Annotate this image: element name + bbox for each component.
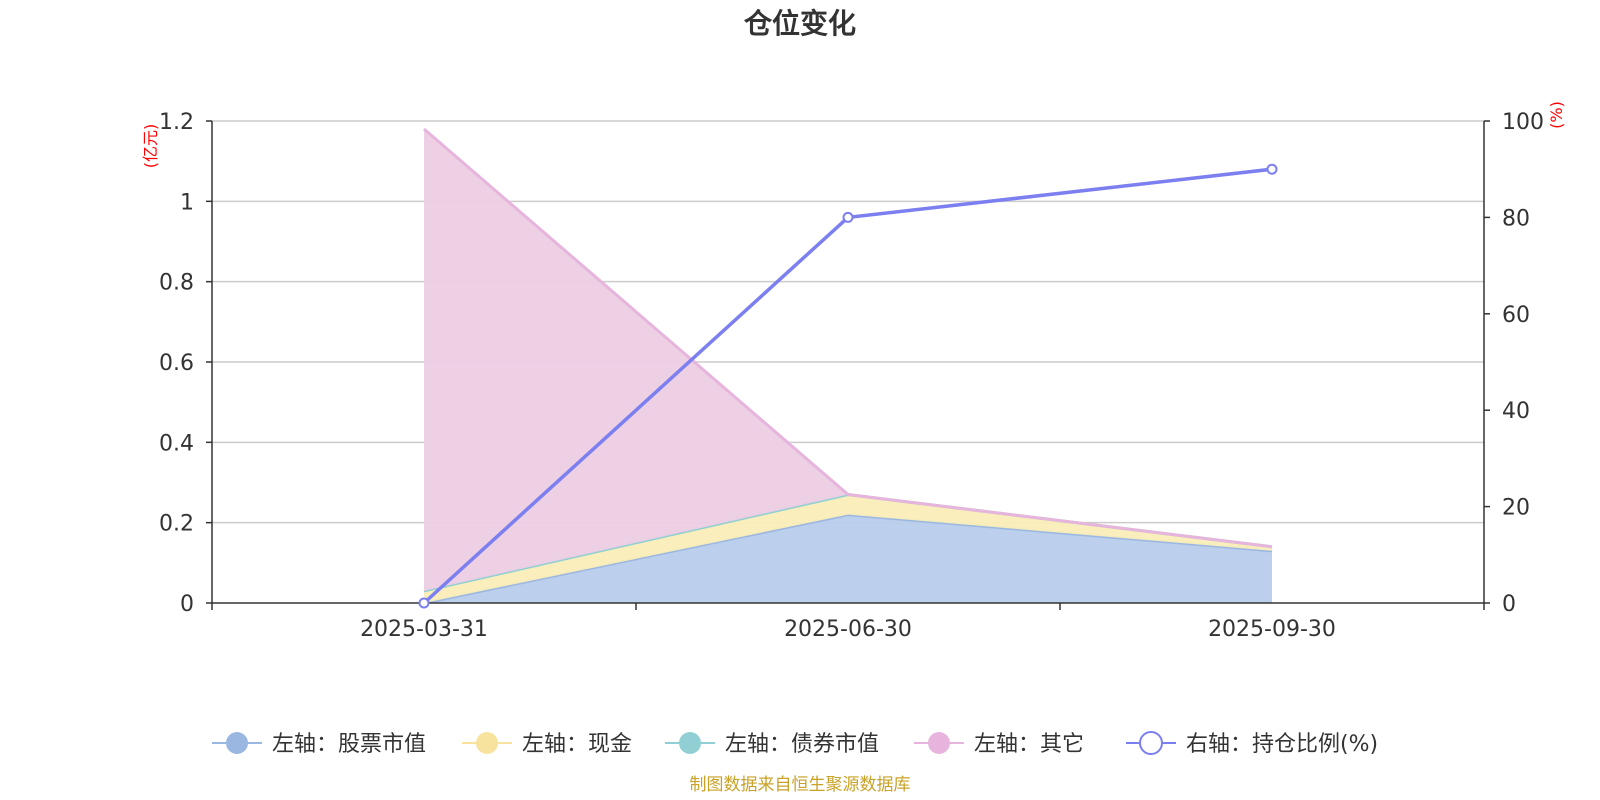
legend-marker-0: [226, 732, 248, 754]
legend-label: 左轴：股票市值: [272, 732, 426, 757]
legend-marker-1: [476, 732, 498, 754]
area-series: [423, 127, 1273, 605]
left-tick-label: 0.8: [159, 271, 194, 296]
area-fill-3: [424, 129, 1272, 591]
left-tick-label: 1: [180, 190, 194, 215]
x-tick-label: 2025-06-30: [784, 617, 912, 642]
right-tick-label: 100: [1502, 110, 1544, 135]
right-tick-label: 0: [1502, 592, 1516, 617]
left-tick-label: 0: [180, 592, 194, 617]
legend-label: 右轴：持仓比例(%): [1186, 732, 1378, 757]
chart-title: 仓位变化: [744, 7, 856, 40]
holding-ratio-point-2: [1266, 163, 1278, 175]
area-line-3: [423, 127, 1273, 549]
axes: (亿元) (%) 0 0.2 0.4 0.6 0.8 1 1.2 0 20 40 60 80 100 20…: [141, 101, 1566, 642]
right-tick-label: 40: [1502, 399, 1530, 424]
holding-ratio-point-1: [842, 211, 854, 223]
legend-label: 左轴：债券市值: [725, 732, 879, 757]
line-series: [418, 163, 1278, 609]
left-tick-label: 0.6: [159, 351, 194, 376]
legend: 左轴：股票市值 左轴：现金 左轴：债券市值 左轴：其它 右轴：持仓比例(%): [212, 731, 1378, 757]
x-tick-label: 2025-03-31: [360, 617, 488, 642]
x-tick-label: 2025-09-30: [1208, 617, 1336, 642]
right-axis-unit: (%): [1547, 101, 1566, 129]
left-tick-label: 1.2: [159, 110, 194, 135]
area-fill-0: [424, 514, 1272, 603]
holding-ratio-point-0: [418, 597, 430, 609]
data-source-note: 制图数据来自恒生聚源数据库: [690, 775, 911, 795]
right-tick-label: 80: [1502, 206, 1530, 231]
legend-marker-3: [928, 732, 950, 754]
legend-label: 左轴：现金: [522, 732, 632, 757]
legend-marker-2: [679, 732, 701, 754]
right-tick-label: 60: [1502, 303, 1530, 328]
left-tick-label: 0.4: [159, 431, 194, 456]
gridlines: [212, 120, 1484, 524]
right-tick-label: 20: [1502, 496, 1530, 521]
legend-label: 左轴：其它: [974, 732, 1084, 757]
legend-marker-4: [1139, 731, 1163, 755]
left-axis-unit: (亿元): [141, 124, 160, 169]
left-tick-label: 0.2: [159, 512, 194, 537]
